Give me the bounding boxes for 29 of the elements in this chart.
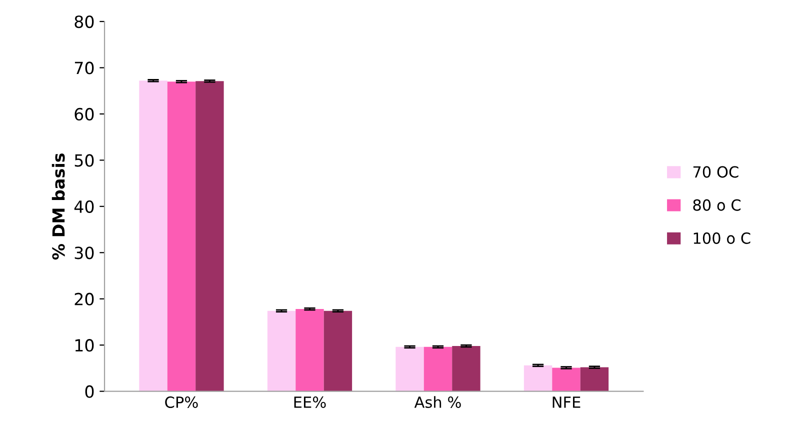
bar	[267, 310, 296, 392]
bar	[196, 81, 224, 392]
y-tick-label: 20	[74, 292, 94, 306]
legend-label: 70 OC	[693, 166, 738, 178]
y-tick-label: 60	[74, 108, 94, 121]
bar	[524, 365, 552, 392]
bar	[452, 346, 480, 392]
y-tick-label: 40	[74, 200, 94, 213]
bar	[424, 346, 452, 392]
y-tick-label: 30	[74, 246, 94, 260]
y-tick-label: 70	[74, 62, 94, 74]
x-tick-label: EE%	[294, 396, 326, 408]
bar	[139, 80, 168, 392]
bar	[324, 310, 352, 392]
y-tick-label: 10	[75, 339, 94, 352]
x-tick-label: Ash %	[414, 396, 461, 408]
y-tick-label: 0	[85, 385, 94, 398]
x-tick-label: CP%	[165, 396, 198, 408]
legend-label: 80 o C	[693, 199, 741, 211]
x-tick-label: NFE	[552, 396, 580, 408]
bar	[296, 309, 324, 392]
y-tick-label: 50	[74, 154, 94, 167]
y-axis-title: % DM basis	[52, 153, 65, 260]
bar	[580, 367, 609, 392]
legend-label: 100 o C	[694, 232, 750, 244]
bar	[396, 346, 424, 392]
bar	[167, 82, 196, 392]
bar	[552, 368, 580, 392]
y-tick-label: 80	[74, 15, 94, 28]
